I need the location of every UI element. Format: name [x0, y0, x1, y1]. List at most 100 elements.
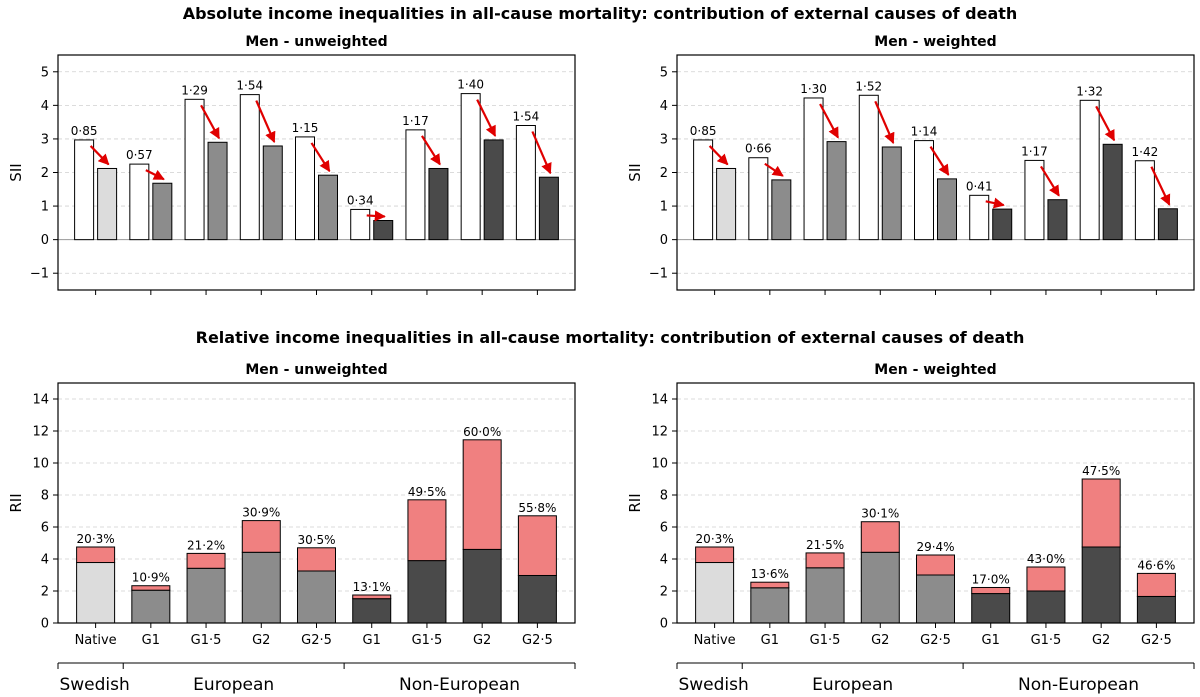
- y-tick-label: 0: [41, 233, 49, 248]
- bar-excluding-external: [517, 574, 557, 624]
- bar-external-causes: [916, 554, 955, 576]
- x-tick-label: G1·5: [191, 633, 222, 648]
- plot-frame: [57, 382, 576, 624]
- change-arrow: [89, 145, 110, 166]
- bar-excluding-external: [695, 562, 735, 624]
- x-tick-label: G2·5: [1141, 633, 1172, 648]
- bottom-figure-title: Relative income inequalities in all-caus…: [196, 328, 1025, 347]
- y-axis-label: SII: [626, 163, 644, 181]
- x-tick-label: G2: [871, 633, 889, 648]
- bar-excluding-external: [352, 598, 392, 624]
- plot-frame: [676, 54, 1195, 291]
- data-label: 30·5%: [297, 533, 335, 547]
- change-arrow: [1150, 166, 1171, 206]
- y-tick-label: −1: [30, 267, 49, 282]
- y-tick-label: 8: [41, 489, 49, 504]
- data-label: 49·5%: [408, 485, 446, 499]
- group-axis: Swedish European Non-European Swedish Europe…: [57, 662, 1195, 695]
- change-arrow: [421, 135, 441, 166]
- bar-external-causes: [407, 499, 447, 562]
- data-label: 20·3%: [696, 532, 734, 546]
- y-tick-label: 4: [41, 99, 49, 114]
- data-label: 0·66: [745, 142, 772, 156]
- bar-external-causes: [241, 520, 281, 553]
- data-label: 55·8%: [518, 501, 556, 515]
- y-tick-label: −1: [649, 267, 668, 282]
- bar-all-cause: [239, 94, 260, 241]
- bar-excluding-external: [1081, 546, 1121, 624]
- chart-panel-1: Men - unweighted SII −1 0 1 2 3 4 5 0·85 0·57 1·29 1…: [7, 34, 576, 295]
- data-label: 1·52: [855, 79, 882, 93]
- y-axis-label: RII: [7, 493, 25, 512]
- bar-excluding-external: [826, 141, 847, 241]
- bar-external-causes: [1026, 566, 1066, 592]
- data-label: 21·2%: [187, 538, 225, 552]
- y-tick-label: 0: [41, 617, 49, 632]
- data-label: 21·5%: [806, 538, 844, 552]
- data-label: 0·57: [126, 148, 153, 162]
- data-label: 17·0%: [972, 572, 1010, 586]
- data-label: 47·5%: [1082, 464, 1120, 478]
- data-label: 10·9%: [132, 571, 170, 585]
- data-label: 13·6%: [751, 567, 789, 581]
- bar-external-causes: [462, 439, 502, 550]
- y-tick-label: 6: [660, 521, 668, 536]
- bar-excluding-external: [538, 176, 559, 241]
- bar-excluding-external: [1047, 199, 1068, 241]
- y-tick-label: 14: [32, 393, 49, 408]
- data-label: 1·14: [911, 125, 938, 139]
- bar-all-cause: [1024, 159, 1045, 241]
- y-tick-label: 2: [660, 166, 668, 181]
- group-label: Non-European: [1018, 675, 1139, 695]
- bar-all-cause: [858, 94, 879, 241]
- change-arrow: [708, 145, 729, 166]
- y-tick-label: 5: [660, 65, 668, 80]
- chart-panel-2: Men - weighted SII −1 0 1 2 3 4 5 0·85 0·66 1·30 1·5…: [626, 34, 1195, 295]
- change-arrow: [255, 100, 276, 143]
- bar-all-cause: [1134, 160, 1155, 241]
- bar-all-cause: [184, 98, 205, 241]
- plot-frame: [676, 382, 1195, 624]
- y-tick-label: 14: [651, 393, 668, 408]
- data-label: 29·4%: [916, 540, 954, 554]
- change-arrow: [366, 210, 386, 222]
- data-label: 60·0%: [463, 425, 501, 439]
- change-arrow: [531, 131, 552, 175]
- bar-external-causes: [1136, 572, 1176, 597]
- bar-external-causes: [860, 521, 900, 553]
- bar-all-cause: [515, 125, 536, 241]
- bar-excluding-external: [186, 567, 226, 624]
- bar-excluding-external: [937, 178, 957, 241]
- panel-title: Men - unweighted: [245, 34, 387, 50]
- y-tick-label: 0: [660, 617, 668, 632]
- x-tick-label: G2·5: [522, 633, 553, 648]
- data-label: 13·1%: [353, 580, 391, 594]
- y-tick-label: 4: [41, 553, 49, 568]
- bar-excluding-external: [805, 567, 845, 624]
- change-arrow: [874, 100, 895, 144]
- group-label: Non-European: [399, 675, 520, 695]
- change-arrow: [819, 103, 840, 139]
- y-tick-label: 4: [660, 99, 668, 114]
- bar-excluding-external: [97, 167, 118, 241]
- data-label: 1·17: [402, 114, 429, 128]
- change-arrow: [764, 162, 784, 177]
- x-tick-label: G2: [1092, 633, 1110, 648]
- y-tick-label: 2: [41, 585, 49, 600]
- y-tick-label: 12: [651, 425, 668, 440]
- plot-frame: [57, 54, 576, 291]
- bar-external-causes: [186, 552, 226, 569]
- bar-all-cause: [748, 157, 769, 241]
- bar-excluding-external: [318, 174, 338, 241]
- bar-all-cause: [129, 163, 150, 241]
- bar-all-cause: [1079, 99, 1100, 241]
- bar-excluding-external: [860, 551, 900, 624]
- bar-all-cause: [803, 97, 824, 241]
- bar-all-cause: [914, 140, 934, 241]
- bar-all-cause: [350, 208, 371, 241]
- data-label: 46·6%: [1137, 558, 1175, 572]
- bar-excluding-external: [462, 548, 502, 624]
- bar-excluding-external: [971, 593, 1011, 624]
- y-tick-label: 3: [660, 132, 668, 147]
